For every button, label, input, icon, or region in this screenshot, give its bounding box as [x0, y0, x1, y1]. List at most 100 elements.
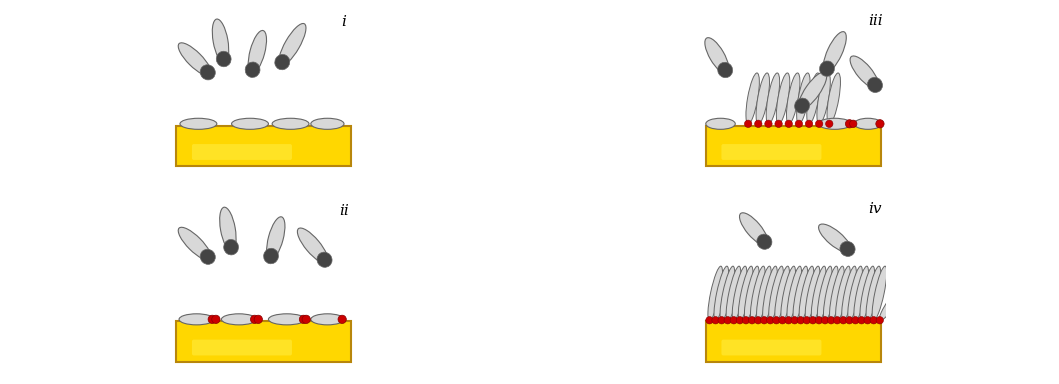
Ellipse shape: [785, 120, 792, 127]
Ellipse shape: [718, 62, 733, 78]
Ellipse shape: [823, 31, 846, 72]
Ellipse shape: [820, 61, 834, 76]
Ellipse shape: [221, 314, 256, 325]
Ellipse shape: [819, 118, 851, 129]
Ellipse shape: [730, 316, 737, 324]
Ellipse shape: [819, 224, 851, 252]
Ellipse shape: [223, 240, 238, 255]
Ellipse shape: [816, 73, 830, 124]
Ellipse shape: [705, 316, 713, 324]
Ellipse shape: [264, 248, 279, 264]
Ellipse shape: [742, 316, 750, 324]
Ellipse shape: [212, 19, 229, 63]
Ellipse shape: [849, 120, 857, 127]
Ellipse shape: [754, 316, 761, 324]
Ellipse shape: [811, 266, 826, 320]
Ellipse shape: [718, 316, 725, 324]
Ellipse shape: [824, 266, 838, 320]
Ellipse shape: [756, 73, 770, 124]
Ellipse shape: [807, 73, 820, 124]
Ellipse shape: [855, 118, 882, 129]
Ellipse shape: [870, 316, 877, 324]
Ellipse shape: [279, 23, 306, 66]
Ellipse shape: [842, 266, 857, 320]
Ellipse shape: [738, 266, 753, 320]
Ellipse shape: [833, 316, 841, 324]
Ellipse shape: [707, 266, 722, 320]
Ellipse shape: [827, 73, 841, 124]
Ellipse shape: [775, 266, 789, 320]
Bar: [176, 321, 352, 362]
Ellipse shape: [805, 266, 820, 320]
Ellipse shape: [180, 118, 217, 129]
Ellipse shape: [854, 266, 868, 320]
Ellipse shape: [208, 315, 216, 323]
Ellipse shape: [274, 55, 290, 70]
Ellipse shape: [879, 281, 908, 320]
Ellipse shape: [780, 266, 795, 320]
Ellipse shape: [724, 316, 732, 324]
FancyBboxPatch shape: [192, 144, 292, 160]
Ellipse shape: [267, 217, 285, 260]
Ellipse shape: [840, 316, 847, 324]
Ellipse shape: [302, 315, 310, 323]
Ellipse shape: [767, 73, 779, 124]
Ellipse shape: [200, 65, 215, 80]
Ellipse shape: [773, 316, 780, 324]
Ellipse shape: [815, 120, 823, 127]
Bar: [176, 126, 352, 166]
Ellipse shape: [876, 120, 884, 128]
Ellipse shape: [797, 316, 805, 324]
Ellipse shape: [767, 316, 774, 324]
Ellipse shape: [776, 73, 790, 124]
Text: ii: ii: [339, 204, 348, 218]
Ellipse shape: [178, 43, 211, 76]
Ellipse shape: [815, 316, 823, 324]
Ellipse shape: [705, 118, 735, 129]
Ellipse shape: [760, 316, 768, 324]
Ellipse shape: [749, 316, 756, 324]
FancyBboxPatch shape: [192, 339, 292, 356]
Ellipse shape: [827, 316, 834, 324]
Ellipse shape: [787, 73, 800, 124]
Ellipse shape: [829, 266, 844, 320]
Ellipse shape: [311, 314, 344, 325]
Ellipse shape: [805, 120, 812, 127]
Ellipse shape: [765, 120, 772, 127]
Text: i: i: [342, 15, 346, 30]
Ellipse shape: [216, 51, 231, 67]
Ellipse shape: [744, 266, 759, 320]
Ellipse shape: [793, 266, 808, 320]
Ellipse shape: [846, 316, 854, 324]
Ellipse shape: [809, 316, 816, 324]
Ellipse shape: [791, 316, 798, 324]
Ellipse shape: [775, 120, 783, 127]
Ellipse shape: [268, 314, 305, 325]
Bar: [705, 126, 881, 166]
Ellipse shape: [311, 118, 344, 129]
FancyBboxPatch shape: [721, 144, 822, 160]
Ellipse shape: [757, 234, 772, 249]
Ellipse shape: [851, 316, 859, 324]
Ellipse shape: [179, 314, 214, 325]
Text: iv: iv: [868, 202, 882, 216]
Ellipse shape: [796, 73, 810, 124]
Ellipse shape: [795, 120, 803, 127]
Ellipse shape: [818, 266, 832, 320]
Ellipse shape: [850, 56, 879, 88]
Ellipse shape: [251, 315, 258, 323]
Ellipse shape: [822, 316, 829, 324]
Ellipse shape: [746, 73, 759, 124]
Ellipse shape: [739, 213, 768, 245]
Ellipse shape: [232, 118, 268, 129]
Ellipse shape: [826, 120, 833, 127]
Ellipse shape: [867, 77, 882, 93]
Ellipse shape: [736, 316, 743, 324]
Ellipse shape: [873, 266, 886, 320]
Ellipse shape: [798, 72, 827, 109]
Ellipse shape: [720, 266, 735, 320]
Ellipse shape: [212, 315, 220, 323]
Ellipse shape: [751, 266, 765, 320]
Ellipse shape: [769, 266, 784, 320]
Ellipse shape: [836, 266, 850, 320]
